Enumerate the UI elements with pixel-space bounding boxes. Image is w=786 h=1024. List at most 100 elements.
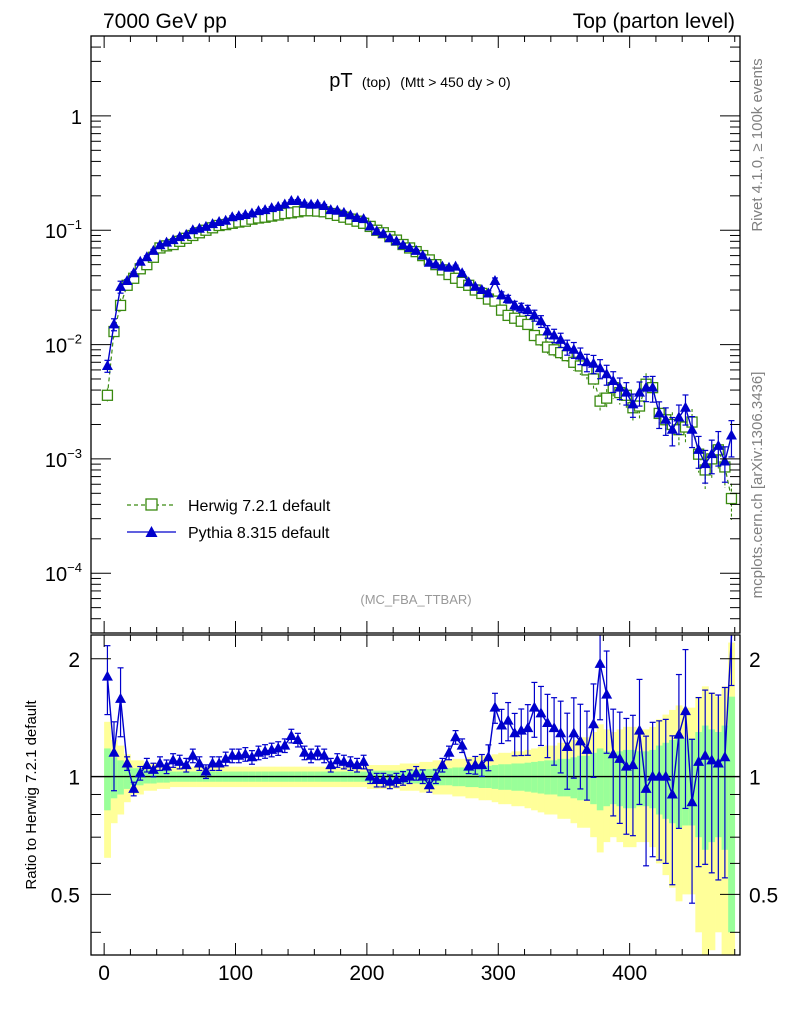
- pythia-marker: [101, 359, 113, 370]
- ratio-marker: [535, 707, 547, 718]
- pythia-marker: [430, 258, 442, 269]
- pythia-marker: [167, 234, 179, 245]
- ratio-marker: [174, 755, 186, 766]
- pythia-marker: [358, 213, 370, 224]
- ratio-marker: [719, 751, 731, 762]
- ratio-marker: [298, 746, 310, 757]
- main-y-tick-label: 10−1: [45, 217, 82, 243]
- ratio-marker: [673, 728, 685, 739]
- herwig-marker: [535, 334, 547, 346]
- pythia-marker: [128, 267, 140, 278]
- pythia-marker: [535, 315, 547, 326]
- main-y-tick-labels: 110−110−210−310−4: [45, 107, 82, 586]
- pythia-marker: [108, 318, 120, 329]
- herwig-marker: [114, 299, 127, 312]
- ratio-band-inner: [557, 758, 565, 797]
- pythia-marker: [180, 228, 192, 239]
- main-series-layer: [101, 195, 738, 520]
- pythia-marker: [574, 349, 586, 360]
- ratio-marker: [423, 779, 435, 790]
- pythia-marker: [679, 401, 691, 412]
- pythia-marker: [542, 325, 554, 336]
- ratio-marker: [693, 755, 705, 766]
- pythia-marker: [627, 398, 639, 409]
- pythia-marker: [633, 386, 645, 397]
- ratio-marker: [193, 757, 205, 768]
- rivet-version-label: Rivet 4.1.0, ≥ 100k events: [749, 58, 766, 231]
- ratio-marker: [134, 767, 146, 778]
- pythia-marker: [115, 280, 127, 291]
- legend: Herwig 7.2.1 default Pythia 8.315 defaul…: [127, 498, 331, 542]
- pythia-marker: [279, 198, 291, 209]
- herwig-marker: [587, 373, 600, 385]
- ratio-marker: [496, 719, 508, 730]
- ratio-marker: [325, 759, 337, 770]
- pythia-marker: [601, 368, 613, 379]
- pythia-marker: [410, 244, 422, 255]
- pythia-marker: [220, 214, 232, 225]
- herwig-marker: [725, 492, 738, 505]
- pythia-marker: [397, 239, 409, 250]
- pythia-marker: [515, 301, 527, 312]
- pythia-marker: [298, 197, 310, 208]
- ratio-marker: [476, 759, 488, 770]
- main-y-tick-exponent: −3: [67, 446, 82, 461]
- ratio-band-inner: [596, 748, 604, 811]
- ratio-marker: [292, 734, 304, 745]
- herwig-marker: [101, 389, 114, 401]
- ratio-marker: [154, 757, 166, 768]
- main-y-tick-base: 10: [45, 336, 67, 358]
- ratio-marker: [712, 757, 724, 768]
- pythia-marker: [384, 232, 396, 243]
- header-energy-label: 7000 GeV pp: [103, 10, 227, 33]
- pythia-marker: [699, 458, 711, 469]
- ratio-marker: [522, 722, 534, 733]
- main-panel: 110−110−210−310−4 pT (top) (Mtt > 450 dy…: [45, 35, 741, 634]
- x-tick-label: 100: [218, 962, 253, 985]
- pythia-marker: [463, 276, 475, 287]
- ratio-marker: [272, 742, 284, 753]
- herwig-marker: [601, 392, 613, 404]
- ratio-marker: [699, 749, 711, 760]
- ratio-marker: [147, 763, 159, 774]
- pythia-marker: [351, 211, 363, 222]
- ratio-marker: [633, 724, 645, 735]
- pythia-marker: [476, 284, 488, 295]
- pythia-marker: [666, 423, 678, 434]
- herwig-marker: [522, 318, 534, 331]
- pythia-marker: [502, 293, 514, 304]
- mcplots-source-label: mcplots.cern.ch [arXiv:1306.3436]: [749, 372, 766, 599]
- legend-pythia-label: Pythia 8.315 default: [188, 525, 330, 542]
- ratio-band-inner: [531, 761, 538, 793]
- ratio-y-tick-label-right: 2: [749, 649, 761, 672]
- ratio-marker: [128, 782, 140, 793]
- ratio-marker: [450, 731, 462, 742]
- plot-title-main: pT: [329, 70, 352, 92]
- ratio-marker: [101, 670, 113, 681]
- ratio-marker: [410, 767, 422, 778]
- pythia-marker: [482, 287, 494, 298]
- analysis-watermark: (MC_FBA_TTBAR): [360, 592, 471, 607]
- main-plot-area: [91, 36, 740, 633]
- pythia-marker: [673, 411, 685, 422]
- pythia-marker: [141, 251, 153, 262]
- ratio-y-axis-label: Ratio to Herwig 7.2.1 default: [23, 700, 40, 890]
- pythia-marker: [693, 443, 705, 454]
- pythia-marker: [548, 329, 560, 340]
- ratio-marker: [640, 782, 652, 793]
- ratio-marker: [660, 770, 672, 781]
- ratio-marker: [502, 714, 514, 725]
- pythia-marker: [555, 333, 567, 344]
- pythia-marker: [404, 241, 416, 252]
- ratio-marker: [220, 752, 232, 763]
- ratio-marker: [607, 748, 619, 759]
- pythia-marker: [719, 455, 731, 466]
- ratio-marker: [679, 705, 691, 716]
- ratio-band-inner: [117, 760, 125, 795]
- pythia-marker: [568, 343, 580, 354]
- ratio-marker: [108, 746, 120, 757]
- ratio-marker: [601, 688, 613, 699]
- x-tick-label: 400: [612, 962, 647, 985]
- ratio-marker: [331, 754, 343, 765]
- ratio-marker: [706, 754, 718, 765]
